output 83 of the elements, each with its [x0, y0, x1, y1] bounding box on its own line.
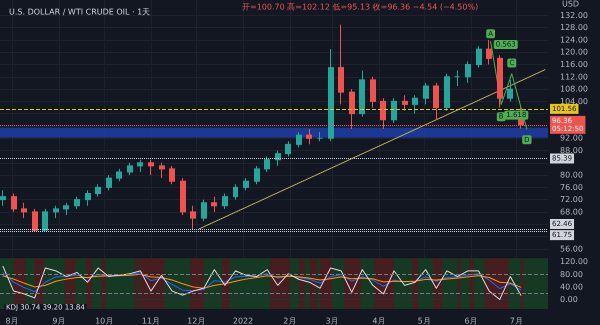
candlestick [412, 94, 418, 114]
x-tick-label: 11月 [142, 316, 160, 325]
x-tick-label: 10月 [95, 316, 114, 325]
candlestick [159, 162, 165, 179]
candlestick [317, 132, 323, 142]
candlestick [444, 73, 450, 112]
x-tick-label: 9月 [52, 316, 66, 325]
x-tick-label: 6月 [464, 316, 478, 325]
y-tick-label: 68.00 [560, 207, 583, 216]
line-series [2, 272, 522, 292]
x-tick-label: 3月 [326, 316, 339, 325]
candlestick [296, 132, 302, 148]
x-tick-label: 8月 [6, 316, 19, 325]
annotation: 开=100.70 高=102.12 低=95.13 收=96.36 −4.54 (−4.50%) [242, 2, 478, 12]
candlestick [222, 193, 228, 210]
y-tick-label: 104.00 [560, 96, 588, 106]
candlestick [169, 165, 175, 185]
candlestick [148, 159, 154, 176]
x-tick-label: 4月 [372, 316, 386, 325]
candlestick [338, 24, 344, 105]
y-tick-label: 108.00 [560, 84, 588, 94]
candlestick [180, 178, 186, 216]
candlestick [85, 190, 91, 206]
candlestick [137, 159, 143, 172]
text: U.S. DOLLAR / WTI CRUDE OIL · 1天 [9, 8, 150, 16]
candlestick [264, 156, 270, 172]
candlestick [211, 196, 217, 212]
y-tick-label: 120.00 [560, 48, 588, 57]
y-tick-label: 72.00 [560, 195, 583, 204]
candlestick [454, 70, 460, 86]
y-tick-label: 124.00 [560, 35, 588, 44]
x-tick-label: 2022 [232, 316, 254, 325]
line-series [2, 266, 522, 300]
candlestick [486, 39, 492, 65]
x-tick-label: 12月 [187, 316, 206, 325]
y-tick-label: 0.00 [560, 295, 578, 304]
candlestick [21, 202, 27, 219]
y-tick-label: 112.00 [560, 72, 588, 82]
candlestick [201, 199, 207, 222]
y-tick-label: 92.00 [560, 134, 583, 143]
y-tick-label: 132.00 [560, 10, 588, 20]
candlestick [42, 208, 48, 231]
candlestick [53, 205, 59, 219]
y-tick-label: 40.00 [560, 282, 583, 292]
x-tick-label: 5月 [418, 316, 431, 325]
candlestick [433, 82, 439, 120]
y-tick-label: 116.00 [560, 60, 588, 69]
candlestick [106, 174, 112, 191]
candlestick [507, 79, 513, 102]
y-tick-label: 88.00 [560, 146, 583, 155]
candlestick [0, 190, 6, 206]
line-series [2, 274, 522, 289]
candlestick [465, 60, 471, 84]
candlestick [423, 82, 429, 105]
candlestick [95, 184, 101, 198]
y-tick-label: 128.00 [560, 23, 588, 32]
candlestick [63, 202, 69, 216]
candlestick [254, 165, 260, 185]
candlestick [497, 54, 503, 108]
y-tick-label: 80.00 [560, 270, 583, 279]
candlestick [233, 184, 238, 200]
candlestick [127, 162, 133, 176]
candlestick [190, 205, 196, 230]
candlestick [285, 140, 291, 158]
candlestick [116, 168, 122, 182]
candlestick [243, 178, 249, 191]
x-tick-label: 7月 [510, 316, 523, 325]
candlestick [11, 193, 17, 212]
candlestick [275, 150, 281, 166]
candlestick [370, 76, 376, 108]
candlestick [402, 94, 408, 112]
candlestick [74, 196, 80, 210]
y-tick-label: 80.00 [560, 170, 583, 180]
y-axis-title: USD [562, 0, 580, 8]
y-tick-label: 120.00 [560, 257, 588, 266]
x-tick-label: 2月 [283, 316, 296, 325]
candlestick [359, 70, 365, 118]
candlestick [391, 98, 397, 124]
y-tick-label: 56.00 [560, 244, 583, 254]
candlestick [32, 208, 38, 232]
candlestick [306, 128, 312, 145]
candlestick [476, 46, 482, 68]
y-tick-label: 76.00 [560, 182, 583, 192]
